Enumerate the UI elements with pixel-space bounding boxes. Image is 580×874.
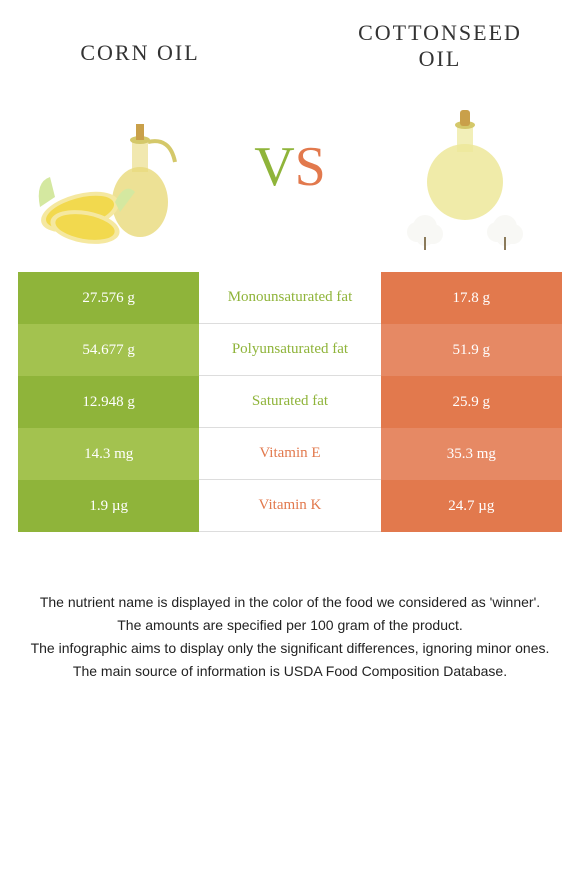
left-product-title: CORN OIL (40, 20, 240, 72)
left-value: 1.9 µg (18, 480, 199, 532)
table-row: 14.3 mg Vitamin E 35.3 mg (18, 428, 562, 480)
table-row: 12.948 g Saturated fat 25.9 g (18, 376, 562, 428)
nutrient-label: Monounsaturated fat (199, 272, 380, 324)
comparison-table: 27.576 g Monounsaturated fat 17.8 g 54.6… (18, 272, 562, 532)
right-value: 17.8 g (381, 272, 562, 324)
cottonseed-oil-image (380, 82, 550, 252)
left-value: 12.948 g (18, 376, 199, 428)
right-value: 35.3 mg (381, 428, 562, 480)
header: CORN OIL COTTONSEED OIL (0, 0, 580, 72)
footer-line: The infographic aims to display only the… (20, 638, 560, 659)
right-product-title: COTTONSEED OIL (340, 20, 540, 72)
nutrient-label: Vitamin E (199, 428, 380, 480)
right-value: 25.9 g (381, 376, 562, 428)
footer-line: The main source of information is USDA F… (20, 661, 560, 682)
left-value: 54.677 g (18, 324, 199, 376)
left-value: 27.576 g (18, 272, 199, 324)
nutrient-label: Saturated fat (199, 376, 380, 428)
footer-line: The nutrient name is displayed in the co… (20, 592, 560, 613)
images-row: VS (0, 72, 580, 272)
left-value: 14.3 mg (18, 428, 199, 480)
table-row: 27.576 g Monounsaturated fat 17.8 g (18, 272, 562, 324)
right-value: 24.7 µg (381, 480, 562, 532)
right-value: 51.9 g (381, 324, 562, 376)
vs-s-letter: S (295, 136, 326, 198)
vs-label: VS (254, 135, 326, 199)
footer-notes: The nutrient name is displayed in the co… (0, 592, 580, 682)
nutrient-label: Polyunsaturated fat (199, 324, 380, 376)
nutrient-label: Vitamin K (199, 480, 380, 532)
corn-oil-image (30, 82, 200, 252)
table-row: 54.677 g Polyunsaturated fat 51.9 g (18, 324, 562, 376)
footer-line: The amounts are specified per 100 gram o… (20, 615, 560, 636)
vs-v-letter: V (254, 136, 294, 198)
table-row: 1.9 µg Vitamin K 24.7 µg (18, 480, 562, 532)
